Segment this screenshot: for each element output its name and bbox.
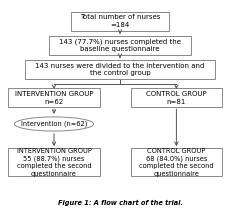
Text: INTERVENTION GROUP
55 (88.7%) nurses
completed the second
questionnaire: INTERVENTION GROUP 55 (88.7%) nurses com… xyxy=(17,148,91,177)
Text: Intervention (n=62): Intervention (n=62) xyxy=(21,121,87,127)
FancyBboxPatch shape xyxy=(8,148,100,176)
Text: Figure 1: A flow chart of the trial.: Figure 1: A flow chart of the trial. xyxy=(58,200,182,206)
FancyBboxPatch shape xyxy=(131,148,222,176)
FancyBboxPatch shape xyxy=(131,88,222,107)
Text: CONTROL GROUP
68 (84.0%) nurses
completed the second
questionnaire: CONTROL GROUP 68 (84.0%) nurses complete… xyxy=(139,148,214,177)
FancyBboxPatch shape xyxy=(25,60,215,79)
FancyBboxPatch shape xyxy=(8,88,100,107)
Text: 143 nurses were divided to the intervention and
the control group: 143 nurses were divided to the intervent… xyxy=(35,63,205,76)
Text: CONTROL GROUP
n=81: CONTROL GROUP n=81 xyxy=(146,91,207,105)
Text: INTERVENTION GROUP
n=62: INTERVENTION GROUP n=62 xyxy=(15,91,93,105)
FancyBboxPatch shape xyxy=(49,36,191,55)
Ellipse shape xyxy=(14,117,94,131)
Text: 143 (77.7%) nurses completed the
baseline questionnaire: 143 (77.7%) nurses completed the baselin… xyxy=(59,38,181,52)
FancyBboxPatch shape xyxy=(71,12,169,31)
Text: Total number of nurses
=184: Total number of nurses =184 xyxy=(80,14,160,28)
